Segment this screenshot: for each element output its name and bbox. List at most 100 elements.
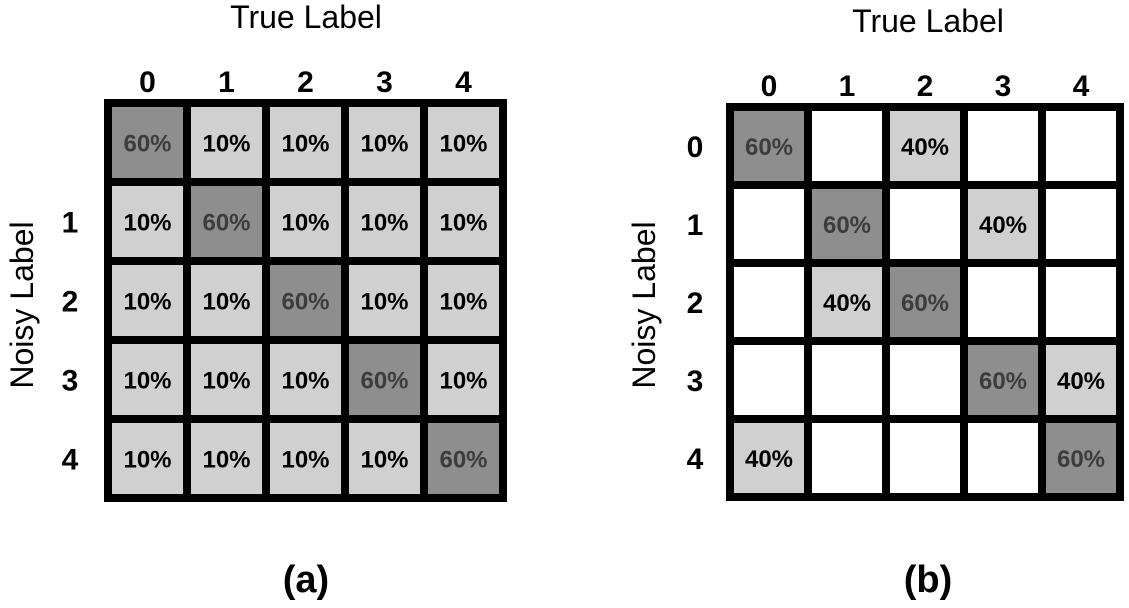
cell-value-a-2-2: 60% (281, 289, 329, 316)
cell-value-a-4-4: 60% (439, 447, 487, 474)
cell-b-3-3 (968, 345, 1038, 415)
cell-value-a-1-2: 10% (281, 210, 329, 237)
cell-b-3-2 (890, 345, 960, 415)
cell-a-4-1 (191, 423, 262, 494)
cell-value-a-2-0: 10% (123, 289, 171, 316)
cell-a-2-3 (349, 265, 420, 336)
cell-b-1-2 (890, 189, 960, 259)
cell-a-0-0 (112, 107, 183, 178)
x-axis-title-b: True Label (852, 3, 1004, 39)
cell-b-0-0 (734, 111, 804, 181)
cell-b-2-2 (890, 267, 960, 337)
cell-value-b-0-2: 40% (901, 134, 949, 161)
cell-value-a-4-3: 10% (360, 447, 408, 474)
cell-b-4-2 (890, 423, 960, 493)
x-tick-a-1: 1 (218, 66, 235, 99)
cell-b-0-2 (890, 111, 960, 181)
cell-b-4-3 (968, 423, 1038, 493)
y-tick-b-3: 3 (687, 365, 704, 398)
cell-value-a-1-0: 10% (123, 210, 171, 237)
confusion-matrix-b: True Label Noisy Label 0 1 2 3 4 0 1 2 3 4 60% 40… (626, 3, 1124, 601)
y-tick-b-4: 4 (687, 443, 704, 476)
cell-value-a-2-3: 10% (360, 289, 408, 316)
cell-b-1-0 (734, 189, 804, 259)
cell-value-a-3-1: 10% (202, 368, 250, 395)
confusion-matrix-a: True Label Noisy Label 0 1 2 3 4 1 2 3 4 60% 10%… (4, 0, 507, 601)
y-tick-a-2: 2 (62, 286, 79, 319)
cell-a-2-0 (112, 265, 183, 336)
y-axis-title-b: Noisy Label (626, 221, 662, 388)
y-tick-a-4: 4 (62, 444, 79, 477)
cell-value-a-0-3: 10% (360, 131, 408, 158)
y-tick-b-0: 0 (687, 131, 704, 164)
cell-value-a-1-1: 60% (202, 210, 250, 237)
cell-value-b-2-1: 40% (823, 290, 871, 317)
cell-a-3-3 (349, 344, 420, 415)
y-tick-b-1: 1 (687, 209, 704, 242)
cell-b-4-0 (734, 423, 804, 493)
cell-a-2-1 (191, 265, 262, 336)
cell-b-0-3 (968, 111, 1038, 181)
cell-value-b-2-2: 60% (901, 290, 949, 317)
cell-value-b-4-0: 40% (745, 446, 793, 473)
cell-a-1-2 (270, 186, 341, 257)
x-tick-a-2: 2 (297, 66, 314, 99)
x-tick-b-0: 0 (761, 70, 778, 103)
cell-b-2-4 (1046, 267, 1116, 337)
cell-value-b-4-4: 60% (1057, 446, 1105, 473)
cell-value-a-1-4: 10% (439, 210, 487, 237)
cell-a-0-2 (270, 107, 341, 178)
cell-a-1-0 (112, 186, 183, 257)
y-axis-title-a: Noisy Label (4, 221, 40, 388)
cell-a-2-4 (428, 265, 499, 336)
x-tick-a-0: 0 (139, 66, 156, 99)
x-tick-b-4: 4 (1073, 70, 1090, 103)
cell-a-4-0 (112, 423, 183, 494)
panel-label-a: (a) (283, 559, 329, 601)
cell-a-1-3 (349, 186, 420, 257)
cell-a-1-4 (428, 186, 499, 257)
cell-a-0-3 (349, 107, 420, 178)
cell-value-b-3-4: 40% (1057, 368, 1105, 395)
cell-b-1-1 (812, 189, 882, 259)
cell-b-1-3 (968, 189, 1038, 259)
cell-b-3-1 (812, 345, 882, 415)
cell-b-3-0 (734, 345, 804, 415)
cell-value-a-3-4: 10% (439, 368, 487, 395)
cell-value-a-3-3: 60% (360, 368, 408, 395)
cell-value-a-3-2: 10% (281, 368, 329, 395)
cell-a-0-1 (191, 107, 262, 178)
cell-b-4-1 (812, 423, 882, 493)
cell-value-a-0-4: 10% (439, 131, 487, 158)
panel-label-b: (b) (904, 559, 953, 601)
cell-value-a-2-4: 10% (439, 289, 487, 316)
cell-value-b-0-0: 60% (745, 134, 793, 161)
x-tick-b-3: 3 (995, 70, 1012, 103)
cell-b-2-1 (812, 267, 882, 337)
cell-value-b-1-1: 60% (823, 212, 871, 239)
cell-a-0-4 (428, 107, 499, 178)
cell-a-2-2 (270, 265, 341, 336)
cell-value-b-1-3: 40% (979, 212, 1027, 239)
cell-a-3-2 (270, 344, 341, 415)
cell-b-1-4 (1046, 189, 1116, 259)
x-tick-a-3: 3 (376, 66, 393, 99)
cell-b-0-1 (812, 111, 882, 181)
cell-value-a-0-1: 10% (202, 131, 250, 158)
cell-a-4-2 (270, 423, 341, 494)
cell-b-2-0 (734, 267, 804, 337)
cell-b-4-4 (1046, 423, 1116, 493)
cell-a-3-1 (191, 344, 262, 415)
cell-b-3-4 (1046, 345, 1116, 415)
cell-value-a-4-1: 10% (202, 447, 250, 474)
x-axis-title-a: True Label (230, 0, 382, 35)
cell-b-2-3 (968, 267, 1038, 337)
x-tick-b-2: 2 (917, 70, 934, 103)
cell-a-3-4 (428, 344, 499, 415)
cell-value-a-3-0: 10% (123, 368, 171, 395)
cell-a-4-3 (349, 423, 420, 494)
cell-value-b-3-3: 60% (979, 368, 1027, 395)
cell-value-a-4-2: 10% (281, 447, 329, 474)
cell-value-a-2-1: 10% (202, 289, 250, 316)
